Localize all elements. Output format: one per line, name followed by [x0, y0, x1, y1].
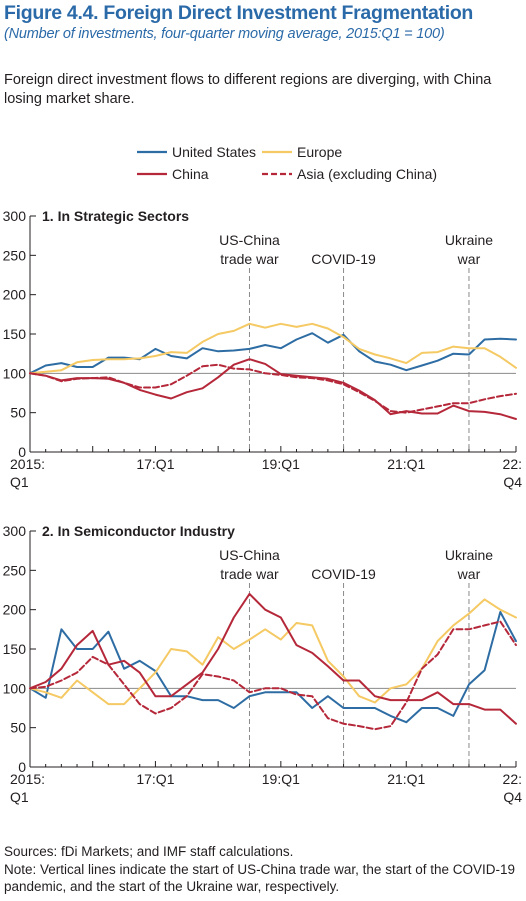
y-tick-label: 100	[3, 680, 27, 696]
figure-description: Foreign direct investment flows to diffe…	[4, 72, 492, 107]
x-tick-label-line2: Q4	[503, 789, 522, 805]
x-tick-label: 2015:	[10, 456, 45, 472]
y-tick-label: 0	[18, 444, 26, 460]
legend-label-united-states: United States	[172, 144, 256, 160]
x-tick-label-line2: Q1	[10, 474, 29, 490]
figure-title: Figure 4.4. Foreign Direct Investment Fr…	[4, 2, 474, 24]
x-tick-label: 2015:	[10, 771, 45, 787]
series-line-united-states	[29, 332, 517, 375]
panel-title: 1. In Strategic Sectors	[42, 208, 189, 224]
note-text: Note: Vertical lines indicate the start …	[4, 861, 515, 895]
legend-label-europe: Europe	[297, 144, 342, 160]
y-tick-label: 150	[3, 641, 27, 657]
x-tick-label: 17:Q1	[136, 456, 174, 472]
y-tick-label: 100	[3, 365, 27, 381]
panel-strategic-sectors: 1. In Strategic Sectors 0 50 100 150 200 250 30…	[3, 208, 523, 490]
y-tick-label: 200	[3, 287, 27, 303]
series-line-europe	[29, 322, 517, 375]
event-label-us-china-line2: trade war	[220, 251, 279, 267]
event-label-covid-19: COVID-19	[311, 251, 376, 267]
event-label-us-china: US-China	[219, 232, 280, 248]
series-line-china	[29, 358, 517, 420]
x-tick-label-line2: Q4	[503, 474, 522, 490]
x-tick-label: 19:Q1	[262, 456, 300, 472]
y-tick-label: 150	[3, 326, 27, 342]
series-line-united-states	[29, 611, 517, 724]
x-tick-label: 21:Q1	[387, 771, 425, 787]
series-line-asia-excluding-china	[29, 363, 517, 414]
event-label-covid-19: COVID-19	[311, 566, 376, 582]
legend-label-china: China	[172, 166, 209, 182]
y-tick-label: 300	[3, 523, 27, 539]
y-tick-label: 50	[10, 405, 26, 421]
x-tick-label: 19:Q1	[262, 771, 300, 787]
series-line-europe	[29, 598, 517, 706]
panel-title: 2. In Semiconductor Industry	[42, 523, 235, 539]
y-tick-label: 200	[3, 602, 27, 618]
x-tick-label: 22:	[503, 771, 522, 787]
y-tick-label: 250	[3, 562, 27, 578]
panel-semiconductor-industry: 2. In Semiconductor Industry 0 50 100 150 200…	[3, 523, 523, 805]
x-tick-label-line2: Q1	[10, 789, 29, 805]
figure-footer: Sources: fDi Markets; and IMF staff calc…	[4, 843, 522, 896]
y-tick-label: 250	[3, 247, 27, 263]
event-label-ukraine: Ukraine	[445, 232, 493, 248]
x-tick-label: 17:Q1	[136, 771, 174, 787]
event-label-ukraine-line2: war	[457, 251, 481, 267]
figure-subtitle: (Number of investments, four-quarter mov…	[4, 26, 445, 42]
legend: United States Europe China Asia (excludi…	[137, 144, 437, 182]
event-label-us-china: US-China	[219, 547, 280, 563]
x-tick-label: 21:Q1	[387, 456, 425, 472]
series-line-china	[29, 592, 517, 725]
event-label-us-china-line2: trade war	[220, 566, 279, 582]
series-line-asia-excluding-china	[29, 620, 517, 731]
y-tick-label: 50	[10, 720, 26, 736]
event-label-ukraine-line2: war	[457, 566, 481, 582]
y-tick-label: 300	[3, 208, 27, 224]
sources-text: Sources: fDi Markets; and IMF staff calc…	[4, 844, 294, 859]
event-label-ukraine: Ukraine	[445, 547, 493, 563]
x-tick-label: 22:	[503, 456, 522, 472]
legend-label-asia-excluding-china: Asia (excluding China)	[297, 166, 437, 182]
y-tick-label: 0	[18, 759, 26, 775]
